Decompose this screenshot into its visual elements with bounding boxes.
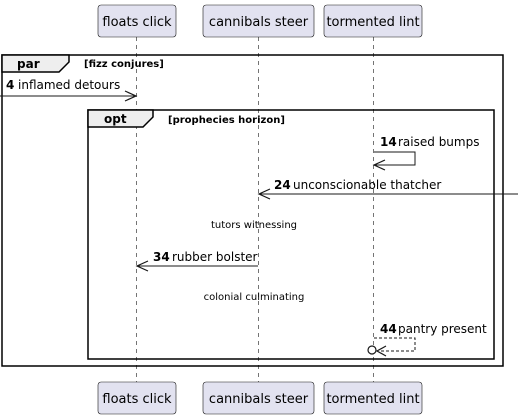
message-number: 34	[153, 250, 170, 264]
divider-colonial-culminating: colonial culminating	[204, 292, 305, 303]
participant-label: cannibals steer	[209, 392, 309, 407]
participant-label: cannibals steer	[209, 15, 309, 30]
participant-header-cannibals-steer[interactable]: cannibals steer	[202, 4, 315, 38]
par-frame-condition: [fizz conjures]	[84, 59, 164, 70]
participant-footer-cannibals-steer[interactable]: cannibals steer	[202, 381, 315, 415]
message-number: 44	[380, 322, 397, 336]
participant-label: tormented lint	[326, 15, 419, 30]
divider-label: colonial culminating	[204, 292, 305, 303]
participant-header-tormented-lint[interactable]: tormented lint	[323, 4, 423, 38]
par-frame-keyword: par	[17, 57, 40, 71]
lifelines	[136, 37, 374, 382]
message-34[interactable]: 34 rubber bolster	[135, 250, 258, 272]
message-24[interactable]: 24 unconscionable thatcher	[257, 178, 518, 200]
participant-footer-floats-click[interactable]: floats click	[97, 381, 177, 415]
participant-label: floats click	[102, 392, 172, 407]
participant-header-floats-click[interactable]: floats click	[97, 4, 177, 38]
lost-message-circle-icon	[367, 345, 377, 355]
opt-frame: opt [prophecies horizon]	[87, 109, 495, 360]
message-number: 14	[380, 135, 397, 149]
participant-label: tormented lint	[326, 392, 419, 407]
participant-footer-tormented-lint[interactable]: tormented lint	[323, 381, 423, 415]
message-14[interactable]: 14 raised bumps	[372, 135, 479, 171]
message-label: unconscionable thatcher	[293, 178, 441, 192]
opt-frame-condition: [prophecies horizon]	[168, 115, 285, 126]
message-label: pantry present	[398, 322, 487, 336]
message-number: 4	[6, 78, 14, 92]
divider-label: tutors witnessing	[211, 220, 297, 231]
message-label: inflamed detours	[18, 78, 120, 92]
opt-frame-keyword: opt	[104, 112, 127, 126]
message-label: rubber bolster	[172, 250, 258, 264]
message-number: 24	[274, 178, 291, 192]
message-label: raised bumps	[398, 135, 479, 149]
divider-tutors-witnessing: tutors witnessing	[211, 220, 297, 231]
participant-label: floats click	[102, 15, 172, 30]
message-4[interactable]: 4 inflamed detours	[0, 78, 138, 102]
par-frame: par [fizz conjures]	[1, 54, 504, 367]
message-44[interactable]: 44 pantry present	[367, 322, 487, 357]
